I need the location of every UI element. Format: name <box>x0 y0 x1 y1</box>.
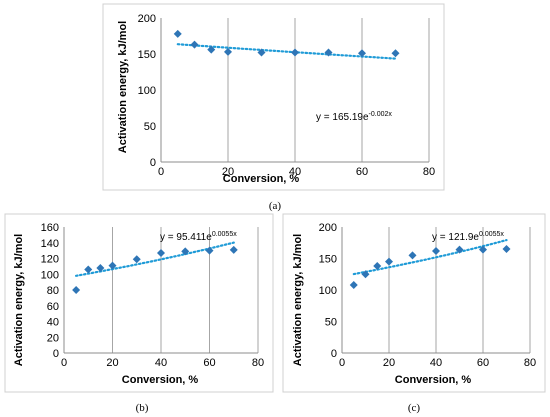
data-point <box>108 261 117 270</box>
data-point <box>349 280 358 289</box>
data-point <box>207 45 216 54</box>
data-point <box>132 255 141 264</box>
chart-panel-b: 0 20 40 60 80 0 20 40 60 80 100 120 140 160 Conversio… <box>4 213 274 393</box>
y-tick-label: 200 <box>138 13 156 25</box>
points <box>349 245 511 289</box>
y-tick-label: 150 <box>138 49 156 61</box>
y-tick-label: 150 <box>319 254 337 266</box>
x-tick-label: 40 <box>289 166 301 178</box>
x-tick-label: 80 <box>252 357 264 369</box>
data-point <box>455 245 464 254</box>
x-tick-label: 40 <box>430 357 442 369</box>
data-point <box>224 47 232 56</box>
equation-exponent: 0.0055x <box>479 231 504 238</box>
chart-panel-c: 0 20 40 60 80 0 50 100 150 200 Conversion, % Acti… <box>282 213 546 393</box>
trendline-group <box>352 239 508 276</box>
y-tick-label: 100 <box>41 269 59 281</box>
ticks: 0 20 40 60 80 0 20 40 60 80 100 120 140 160 <box>41 222 264 369</box>
y-tick-label: 60 <box>47 301 59 313</box>
data-point <box>190 40 199 49</box>
y-tick-label: 200 <box>319 222 337 234</box>
points <box>173 29 400 58</box>
trend-equation: y = 121.9e0.0055x <box>432 231 504 243</box>
data-point <box>385 257 393 266</box>
x-tick-label: 60 <box>356 166 368 178</box>
data-point <box>96 263 105 272</box>
x-tick-label: 0 <box>61 357 67 369</box>
axes <box>63 227 258 354</box>
y-axis-label: Activation energy, kJ/mol <box>117 21 129 153</box>
x-axis-label: Conversion, % <box>395 374 472 386</box>
data-point <box>229 245 238 254</box>
data-point <box>361 270 370 279</box>
x-tick-label: 20 <box>383 357 395 369</box>
y-tick-label: 140 <box>41 238 59 250</box>
y-axis-label: Activation energy, kJ/mol <box>292 234 304 366</box>
data-point <box>181 247 190 256</box>
y-tick-label: 20 <box>47 332 59 344</box>
y-tick-label: 40 <box>47 317 59 329</box>
x-tick-label: 60 <box>477 357 489 369</box>
equation-base: y = 95.411e <box>160 232 212 243</box>
y-tick-label: 0 <box>331 348 337 360</box>
ticks: 0 20 40 60 80 0 50 100 150 200 <box>138 13 435 178</box>
data-point <box>479 245 487 254</box>
data-point <box>358 49 366 58</box>
x-tick-label: 20 <box>106 357 118 369</box>
data-point <box>205 246 214 255</box>
y-tick-label: 50 <box>325 317 337 329</box>
data-point <box>84 265 93 274</box>
x-tick-label: 0 <box>339 357 345 369</box>
data-point <box>257 48 266 57</box>
data-point <box>373 262 382 271</box>
x-tick-label: 60 <box>203 357 215 369</box>
axes <box>341 227 530 354</box>
chart-frame <box>102 3 445 191</box>
y-tick-label: 160 <box>41 222 59 234</box>
panel-caption-c: (c) <box>408 402 421 414</box>
x-tick-label: 80 <box>524 357 536 369</box>
y-axis-label: Activation energy, kJ/mol <box>13 234 25 366</box>
equation-exponent: 0.0055x <box>212 231 237 238</box>
chart-frame <box>282 213 546 393</box>
data-point <box>72 286 81 294</box>
trend-equation: y = 95.411e0.0055x <box>160 231 237 243</box>
x-axis-label: Conversion, % <box>122 374 199 386</box>
y-tick-label: 100 <box>319 285 337 297</box>
trend-equation: y = 165.19e-0.002x <box>316 111 392 123</box>
x-axis-label: Conversion, % <box>223 173 300 185</box>
data-point <box>408 251 417 260</box>
data-point <box>173 29 182 38</box>
x-tick-label: 20 <box>222 166 234 178</box>
y-tick-label: 0 <box>150 157 156 169</box>
data-point <box>157 248 165 257</box>
panel-caption-a: (a) <box>269 200 282 212</box>
panel-caption-b: (b) <box>136 402 149 414</box>
trendline <box>352 239 508 276</box>
chart-panel-a: 0 20 40 60 80 0 50 100 150 200 Conversion, % Acti… <box>102 3 445 191</box>
equation-base: y = 121.9e <box>432 232 479 243</box>
trendline-group <box>176 43 397 60</box>
data-point <box>502 245 511 254</box>
data-point <box>391 49 400 58</box>
data-point <box>324 48 333 57</box>
trendline <box>176 43 397 60</box>
y-tick-label: 120 <box>41 254 59 266</box>
equation-exponent: -0.002x <box>369 111 393 118</box>
grid <box>227 18 430 162</box>
x-tick-label: 80 <box>423 166 435 178</box>
data-point <box>432 246 440 255</box>
equation-base: y = 165.19e <box>316 112 369 123</box>
y-tick-label: 50 <box>144 121 156 133</box>
ticks: 0 20 40 60 80 0 50 100 150 200 <box>319 222 536 369</box>
x-tick-label: 40 <box>155 357 167 369</box>
axes <box>160 18 429 163</box>
x-tick-label: 0 <box>158 166 164 178</box>
data-point <box>291 48 299 57</box>
y-tick-label: 80 <box>47 285 59 297</box>
y-tick-label: 100 <box>138 85 156 97</box>
y-tick-label: 0 <box>53 348 59 360</box>
points <box>72 245 238 294</box>
